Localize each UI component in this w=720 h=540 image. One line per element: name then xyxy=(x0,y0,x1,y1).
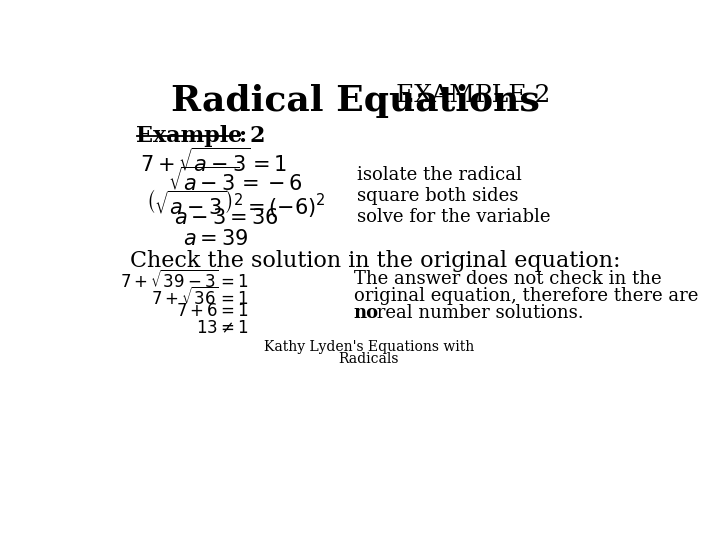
Text: original equation, therefore there are: original equation, therefore there are xyxy=(354,287,698,305)
Text: $13 \neq 1$: $13 \neq 1$ xyxy=(196,320,249,338)
Text: solve for the variable: solve for the variable xyxy=(357,208,551,226)
Text: $7 + \sqrt{a-3} = 1$: $7 + \sqrt{a-3} = 1$ xyxy=(140,147,287,176)
Text: Example 2: Example 2 xyxy=(137,125,266,147)
Text: Kathy Lyden's Equations with: Kathy Lyden's Equations with xyxy=(264,340,474,354)
Text: real number solutions.: real number solutions. xyxy=(371,303,583,321)
Text: square both sides: square both sides xyxy=(357,187,518,205)
Text: no: no xyxy=(354,303,379,321)
Text: :: : xyxy=(239,125,247,147)
Text: $7 + 6 = 1$: $7 + 6 = 1$ xyxy=(176,303,249,321)
Text: Radical Equations: Radical Equations xyxy=(171,84,540,118)
Text: Radicals: Radicals xyxy=(338,352,400,366)
Text: $a = 39$: $a = 39$ xyxy=(183,229,248,249)
Text: $\left(\sqrt{a-3}\right)^{2} = (-6)^{2}$: $\left(\sqrt{a-3}\right)^{2} = (-6)^{2}$ xyxy=(145,187,325,219)
Text: The answer does not check in the: The answer does not check in the xyxy=(354,269,661,288)
Text: $7 + \sqrt{39-3} = 1$: $7 + \sqrt{39-3} = 1$ xyxy=(120,269,249,292)
Text: EXAMPLE 2: EXAMPLE 2 xyxy=(396,84,551,107)
Text: $a - 3 = 36$: $a - 3 = 36$ xyxy=(174,208,279,228)
Text: $\sqrt{a-3} = -6$: $\sqrt{a-3} = -6$ xyxy=(168,166,302,195)
Text: Check the solution in the original equation:: Check the solution in the original equat… xyxy=(130,249,621,272)
Text: $7 + \sqrt{36} = 1$: $7 + \sqrt{36} = 1$ xyxy=(151,287,249,309)
Text: isolate the radical: isolate the radical xyxy=(357,166,522,185)
